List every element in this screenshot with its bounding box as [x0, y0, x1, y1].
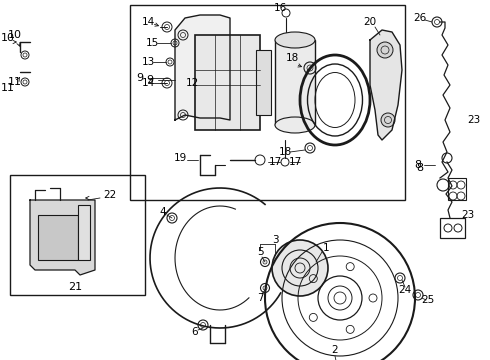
Text: 16: 16: [273, 3, 287, 13]
Bar: [10, 175, 145, 295]
Bar: [38, 215, 78, 260]
Bar: [78, 205, 90, 260]
Bar: [275, 40, 315, 125]
Bar: [256, 50, 271, 115]
Text: 19: 19: [173, 153, 187, 163]
Text: 26: 26: [414, 13, 427, 23]
Text: 6: 6: [192, 327, 198, 337]
Text: 18: 18: [278, 147, 292, 157]
Text: 1: 1: [323, 243, 329, 253]
Text: 17: 17: [269, 157, 282, 167]
Bar: [130, 5, 405, 200]
Text: 25: 25: [421, 295, 435, 305]
Text: 4: 4: [160, 207, 166, 217]
Polygon shape: [175, 15, 230, 120]
Text: 3: 3: [271, 235, 278, 245]
Text: 21: 21: [68, 282, 82, 292]
Text: 9: 9: [147, 75, 153, 85]
Text: 14: 14: [142, 17, 155, 27]
Circle shape: [377, 42, 393, 58]
Polygon shape: [30, 200, 95, 275]
Text: 15: 15: [146, 38, 159, 48]
Text: 10: 10: [8, 30, 22, 40]
Text: 20: 20: [364, 17, 376, 27]
Text: 23: 23: [467, 115, 481, 125]
Text: 11: 11: [8, 77, 22, 87]
Text: 13: 13: [142, 57, 155, 67]
Bar: [195, 35, 260, 130]
Polygon shape: [370, 30, 402, 140]
Text: 17: 17: [289, 157, 302, 167]
Text: 12: 12: [185, 78, 198, 88]
Text: 7: 7: [257, 293, 263, 303]
Text: 14: 14: [142, 78, 155, 88]
Text: 9: 9: [136, 73, 144, 83]
Text: 8: 8: [415, 160, 421, 170]
Bar: [448, 178, 466, 200]
Text: 5: 5: [257, 247, 263, 257]
Bar: [440, 218, 465, 238]
Circle shape: [272, 240, 328, 296]
Ellipse shape: [275, 117, 315, 133]
Text: 23: 23: [462, 210, 475, 220]
Text: 11: 11: [1, 83, 15, 93]
Text: 22: 22: [103, 190, 117, 200]
Ellipse shape: [275, 32, 315, 48]
Text: 8: 8: [416, 163, 423, 173]
Text: 10: 10: [1, 33, 15, 43]
Text: 2: 2: [332, 345, 338, 355]
Circle shape: [381, 113, 395, 127]
Text: 18: 18: [285, 53, 298, 63]
Text: 24: 24: [398, 285, 412, 295]
